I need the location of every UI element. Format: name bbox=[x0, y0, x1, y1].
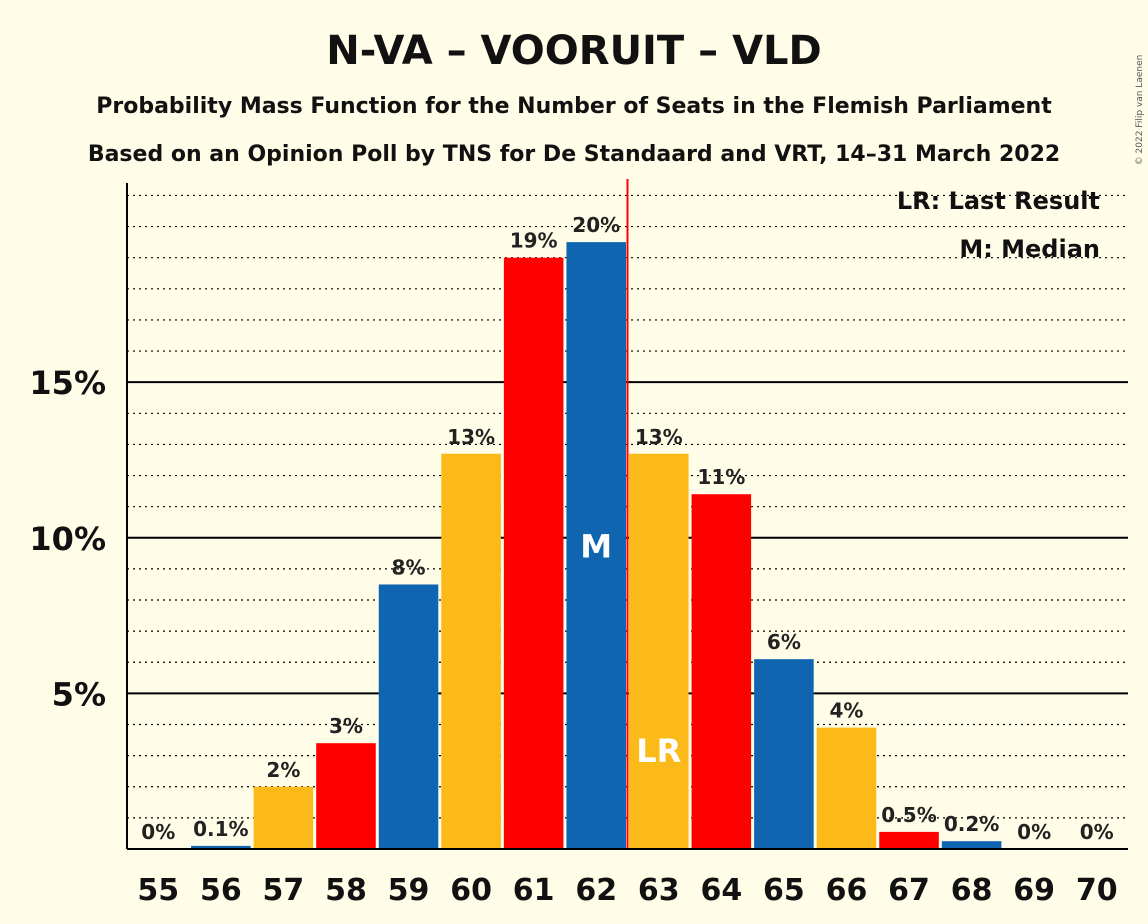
bar-markers: M LR bbox=[580, 179, 681, 849]
data-labels: 0% 0.1% 2% 3% 8% 13% 19% 20% 13% 11% 6% 4% 0.5% 0.2% 0… bbox=[141, 213, 1113, 844]
data-label-seat-58: 3% bbox=[329, 714, 363, 738]
y-tick-label: 5% bbox=[52, 675, 106, 713]
y-axis-ticks: 5% 10% 15% bbox=[29, 364, 106, 713]
x-tick-label: 62 bbox=[575, 873, 617, 908]
data-label-seat-66: 4% bbox=[829, 699, 863, 723]
chart-title: N-VA – VOORUIT – VLD bbox=[326, 28, 821, 74]
data-label-seat-68: 0.2% bbox=[944, 812, 999, 836]
copyright-text: © 2022 Filip van Laenen bbox=[1135, 55, 1145, 166]
bar-seat-64 bbox=[691, 494, 752, 849]
data-label-seat-70: 0% bbox=[1080, 820, 1114, 844]
x-tick-label: 57 bbox=[263, 873, 305, 908]
data-label-seat-62: 20% bbox=[572, 213, 620, 237]
chart-subtitle-2: Based on an Opinion Poll by TNS for De S… bbox=[88, 142, 1060, 167]
data-label-seat-59: 8% bbox=[392, 555, 426, 579]
bar-seat-61 bbox=[503, 257, 564, 849]
bar-seat-59 bbox=[378, 584, 439, 849]
data-label-seat-57: 2% bbox=[266, 758, 300, 782]
x-tick-label: 65 bbox=[763, 873, 805, 908]
bar-seat-60 bbox=[441, 453, 501, 849]
last-result-marker: LR bbox=[636, 732, 681, 770]
x-tick-label: 69 bbox=[1013, 873, 1055, 908]
x-tick-label: 68 bbox=[951, 873, 993, 908]
bar-seat-56 bbox=[191, 845, 251, 849]
x-tick-label: 56 bbox=[200, 873, 242, 908]
x-tick-label: 55 bbox=[137, 873, 179, 908]
bar-series bbox=[191, 242, 1002, 849]
x-tick-label: 64 bbox=[700, 873, 742, 908]
x-tick-label: 66 bbox=[826, 873, 868, 908]
bar-seat-58 bbox=[316, 743, 376, 849]
data-label-seat-64: 11% bbox=[697, 465, 745, 489]
x-tick-label: 67 bbox=[888, 873, 930, 908]
data-label-seat-60: 13% bbox=[447, 425, 495, 449]
bar-seat-62 bbox=[566, 242, 626, 849]
y-tick-label: 10% bbox=[29, 520, 106, 558]
bar-seat-65 bbox=[754, 659, 814, 849]
y-tick-label: 15% bbox=[29, 364, 106, 402]
x-tick-label: 58 bbox=[325, 873, 367, 908]
grid-lines bbox=[127, 194, 1128, 819]
data-label-seat-55: 0% bbox=[141, 820, 175, 844]
data-label-seat-67: 0.5% bbox=[881, 803, 936, 827]
legend-last-result: LR: Last Result bbox=[897, 187, 1100, 215]
x-tick-label: 61 bbox=[513, 873, 555, 908]
legend-median: M: Median bbox=[959, 235, 1100, 263]
x-tick-label: 63 bbox=[638, 873, 680, 908]
median-marker: M bbox=[580, 528, 612, 566]
bar-seat-67 bbox=[879, 831, 939, 849]
data-label-seat-63: 13% bbox=[635, 425, 683, 449]
data-label-seat-69: 0% bbox=[1017, 820, 1051, 844]
bar-seat-68 bbox=[941, 841, 1002, 849]
x-axis-ticks: 55 56 57 58 59 60 61 62 63 64 65 66 67 68 69 70 bbox=[137, 873, 1117, 908]
bar-seat-66 bbox=[816, 727, 877, 849]
bar-seat-57 bbox=[253, 786, 314, 849]
x-tick-label: 70 bbox=[1076, 873, 1118, 908]
x-tick-label: 59 bbox=[388, 873, 430, 908]
bar-seat-63 bbox=[629, 453, 689, 849]
data-label-seat-56: 0.1% bbox=[193, 817, 248, 841]
chart-subtitle-1: Probability Mass Function for the Number… bbox=[96, 94, 1052, 119]
x-tick-label: 60 bbox=[450, 873, 492, 908]
data-label-seat-65: 6% bbox=[767, 630, 801, 654]
data-label-seat-61: 19% bbox=[510, 229, 558, 253]
